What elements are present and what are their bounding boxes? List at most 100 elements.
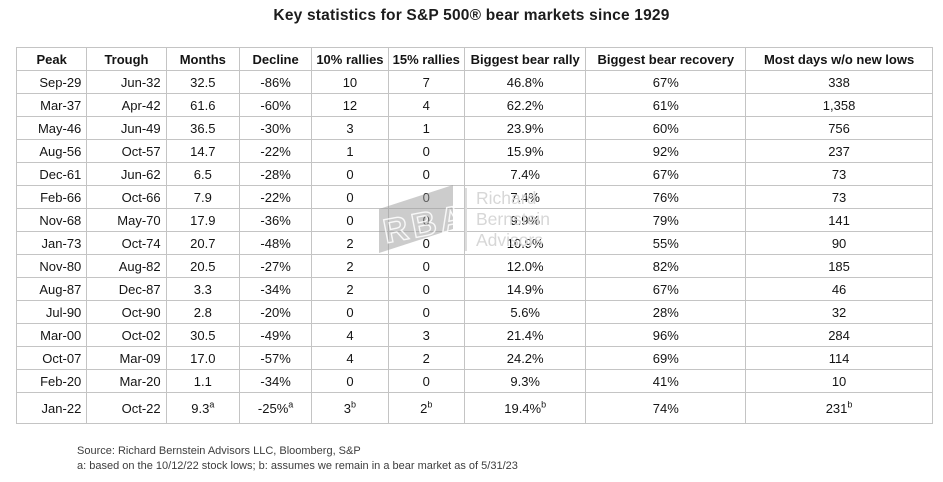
table-cell: 46.8% xyxy=(463,70,587,94)
table-cell: 92% xyxy=(585,139,747,163)
table-cell: 2b xyxy=(387,392,465,424)
table-cell: 67% xyxy=(585,70,747,94)
table-cell: -27% xyxy=(238,254,313,278)
footnote-superscript: b xyxy=(541,399,547,410)
table-cell: -60% xyxy=(238,93,313,117)
table-cell: Oct-22 xyxy=(86,392,167,424)
table-cell: -34% xyxy=(238,369,313,393)
table-cell: 0 xyxy=(387,369,465,393)
footnote-superscript: a xyxy=(288,399,294,410)
table-cell: Jun-62 xyxy=(86,162,167,186)
table-cell: 9.3a xyxy=(165,392,240,424)
table-cell: Nov-80 xyxy=(15,254,88,278)
table-cell: Jun-32 xyxy=(86,70,167,94)
table-cell: 2 xyxy=(311,277,389,301)
table-cell: Jun-49 xyxy=(86,116,167,140)
table-row: Dec-61 Jun-62 6.5 -28% 0 0 7.4% 67% 73 xyxy=(15,162,933,186)
table-cell: 0 xyxy=(311,185,389,209)
table-cell: 6.5 xyxy=(165,162,240,186)
table-cell: 19.4%b xyxy=(463,392,587,424)
table-cell: Dec-61 xyxy=(15,162,88,186)
table-cell: Mar-37 xyxy=(15,93,88,117)
bear-markets-table: Peak Trough Months Decline 10% rallies 15% ra… xyxy=(15,47,933,424)
table-cell: Apr-42 xyxy=(86,93,167,117)
table-cell: 1 xyxy=(311,139,389,163)
table-cell: -48% xyxy=(238,231,313,255)
table-cell: 23.9% xyxy=(463,116,587,140)
source-note: Source: Richard Bernstein Advisors LLC, … xyxy=(77,445,361,457)
footnote-superscript: b xyxy=(351,399,357,410)
table-cell: 4 xyxy=(311,323,389,347)
table-cell: 73 xyxy=(745,162,933,186)
table-cell: 1.1 xyxy=(165,369,240,393)
column-header: 15% rallies xyxy=(387,47,465,71)
table-cell: 0 xyxy=(387,231,465,255)
table-cell: 82% xyxy=(585,254,747,278)
table-cell: 20.7 xyxy=(165,231,240,255)
table-row: Nov-80 Aug-82 20.5 -27% 2 0 12.0% 82% 185 xyxy=(15,254,933,278)
table-cell: Aug-87 xyxy=(15,277,88,301)
footnote-superscript: b xyxy=(427,399,433,410)
table-cell: 2.8 xyxy=(165,300,240,324)
table-row: Feb-66 Oct-66 7.9 -22% 0 0 7.4% 76% 73 xyxy=(15,185,933,209)
table-row: Mar-00 Oct-02 30.5 -49% 4 3 21.4% 96% 284 xyxy=(15,323,933,347)
table-cell: Sep-29 xyxy=(15,70,88,94)
column-header: Decline xyxy=(238,47,313,71)
column-header: 10% rallies xyxy=(311,47,389,71)
table-cell: 24.2% xyxy=(463,346,587,370)
table-cell: 756 xyxy=(745,116,933,140)
table-cell: Oct-02 xyxy=(86,323,167,347)
table-cell: -20% xyxy=(238,300,313,324)
table-cell: 60% xyxy=(585,116,747,140)
table-row: Mar-37 Apr-42 61.6 -60% 12 4 62.2% 61% 1,358 xyxy=(15,93,933,117)
table-header: Peak Trough Months Decline 10% rallies 15% ra… xyxy=(15,47,933,71)
table-cell: 17.9 xyxy=(165,208,240,232)
column-header: Biggest bear rally xyxy=(463,47,587,71)
table-cell: 67% xyxy=(585,162,747,186)
table-cell: Aug-82 xyxy=(86,254,167,278)
table-row: Jan-73 Oct-74 20.7 -48% 2 0 10.9% 55% 90 xyxy=(15,231,933,255)
table-cell: 0 xyxy=(311,369,389,393)
table-cell: 7.4% xyxy=(463,162,587,186)
table-cell: 61.6 xyxy=(165,93,240,117)
table-cell: 3b xyxy=(311,392,389,424)
table-row: Feb-20 Mar-20 1.1 -34% 0 0 9.3% 41% 10 xyxy=(15,369,933,393)
table-cell: 32 xyxy=(745,300,933,324)
table-cell: 12 xyxy=(311,93,389,117)
table-cell: 114 xyxy=(745,346,933,370)
table-cell: 28% xyxy=(585,300,747,324)
table-cell: 7.4% xyxy=(463,185,587,209)
table-cell: Oct-66 xyxy=(86,185,167,209)
table-cell: Feb-66 xyxy=(15,185,88,209)
table-cell: Mar-00 xyxy=(15,323,88,347)
table-cell: May-46 xyxy=(15,116,88,140)
table-cell: 55% xyxy=(585,231,747,255)
table-cell: 0 xyxy=(387,254,465,278)
table-row: Jan-22 Oct-22 9.3a -25%a 3b 2b 19.4%b 74% 231b xyxy=(15,392,933,424)
table-cell: -34% xyxy=(238,277,313,301)
table-cell: 96% xyxy=(585,323,747,347)
footnote: a: based on the 10/12/22 stock lows; b: … xyxy=(77,460,518,472)
table-cell: 0 xyxy=(387,139,465,163)
table-cell: 41% xyxy=(585,369,747,393)
table-cell: -22% xyxy=(238,185,313,209)
table-cell: Jan-73 xyxy=(15,231,88,255)
table-cell: 20.5 xyxy=(165,254,240,278)
table-cell: 1,358 xyxy=(745,93,933,117)
table-cell: 9.9% xyxy=(463,208,587,232)
table-cell: Oct-90 xyxy=(86,300,167,324)
table-cell: -49% xyxy=(238,323,313,347)
table-cell: 0 xyxy=(387,300,465,324)
table-cell: 9.3% xyxy=(463,369,587,393)
table-cell: Mar-09 xyxy=(86,346,167,370)
table-cell: 0 xyxy=(387,277,465,301)
table-cell: 21.4% xyxy=(463,323,587,347)
table-cell: 12.0% xyxy=(463,254,587,278)
table-cell: 1 xyxy=(387,116,465,140)
table-cell: 17.0 xyxy=(165,346,240,370)
table-cell: 3 xyxy=(387,323,465,347)
table-cell: 90 xyxy=(745,231,933,255)
table-cell: 0 xyxy=(387,208,465,232)
table-row: Jul-90 Oct-90 2.8 -20% 0 0 5.6% 28% 32 xyxy=(15,300,933,324)
table-cell: 7.9 xyxy=(165,185,240,209)
